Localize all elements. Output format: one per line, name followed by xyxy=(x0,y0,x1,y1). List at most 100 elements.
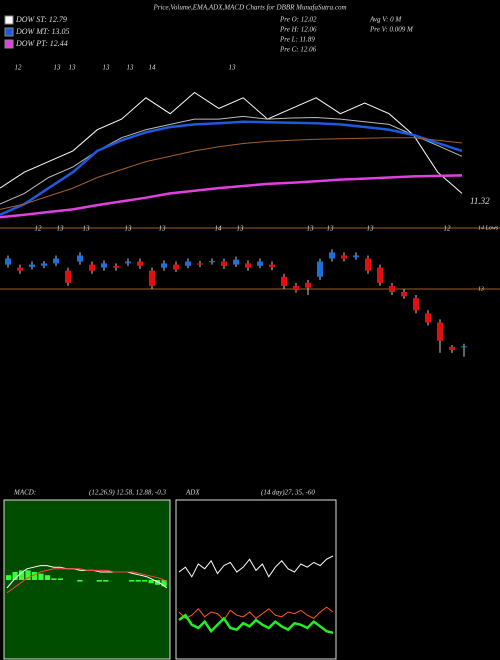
candle-body xyxy=(257,261,263,266)
histogram-bar xyxy=(77,580,83,582)
date-label: 12 xyxy=(35,225,43,233)
histogram-bar xyxy=(38,573,44,580)
info-text: Pre H: 12.06 xyxy=(279,26,317,34)
indicator-params: (14 day)27, 35, -60 xyxy=(261,489,315,497)
candle-body xyxy=(17,267,23,271)
info-text: Pre O: 12.02 xyxy=(279,16,317,24)
histogram-bar xyxy=(129,580,135,582)
candle-body xyxy=(317,261,323,277)
price-line xyxy=(0,174,463,219)
histogram-bar xyxy=(161,580,167,587)
indicator-title: MACD: xyxy=(13,489,36,497)
candle-body xyxy=(221,261,227,266)
candle-body xyxy=(89,264,95,271)
candle-body xyxy=(137,261,143,266)
candle-body xyxy=(101,263,107,268)
date-label: 13 xyxy=(367,225,375,233)
histogram-bar xyxy=(18,570,25,580)
candle-body xyxy=(209,260,215,263)
candle-body xyxy=(377,267,383,283)
candle-body xyxy=(365,258,371,271)
y-tick-label: 13 xyxy=(478,286,484,292)
candle-body xyxy=(401,292,407,297)
price-line xyxy=(0,115,463,205)
candle-body xyxy=(413,298,419,311)
candle-body xyxy=(41,263,47,266)
date-label: 12 xyxy=(15,64,23,72)
info-text: Pre L: 11.89 xyxy=(279,36,315,44)
legend-label: DOW PT: 12.44 xyxy=(15,39,68,48)
candle-body xyxy=(113,265,119,268)
date-label: 13 xyxy=(159,225,167,233)
date-label: 13 xyxy=(307,225,315,233)
histogram-bar xyxy=(6,575,12,580)
y-tick-label: 14 Lows xyxy=(478,224,499,231)
price-line xyxy=(0,120,463,216)
indicator-line xyxy=(178,555,334,578)
date-label: 13 xyxy=(125,225,133,233)
candle-body xyxy=(29,264,35,268)
histogram-bar xyxy=(44,575,51,580)
indicator-panel xyxy=(3,499,171,660)
histogram-bar xyxy=(142,580,148,582)
candle-body xyxy=(341,255,347,259)
date-label: 13 xyxy=(69,64,77,72)
info-text: Avg V: 0 M xyxy=(369,16,402,24)
histogram-bar xyxy=(57,578,64,580)
legend-swatch xyxy=(4,15,14,25)
date-label: 13 xyxy=(327,225,335,233)
histogram-bar xyxy=(103,580,109,582)
candle-body xyxy=(449,346,455,350)
candle-body xyxy=(77,255,83,262)
candle-body xyxy=(149,270,155,286)
legend-swatch xyxy=(4,27,14,37)
histogram-bar xyxy=(25,570,31,580)
candle-body xyxy=(437,322,443,341)
price-line xyxy=(0,91,463,194)
candle-body xyxy=(461,346,467,348)
date-label: 13 xyxy=(103,64,111,72)
page-title: Price,Volume,EMA,ADX,MACD Charts for DBB… xyxy=(152,4,346,12)
histogram-bar xyxy=(12,572,18,580)
indicator-panel xyxy=(175,499,337,660)
candle-body xyxy=(125,261,131,264)
date-label: 13 xyxy=(83,225,91,233)
candle-body xyxy=(353,255,359,258)
candle-body xyxy=(65,270,71,283)
indicator-line xyxy=(6,568,168,594)
candle-body xyxy=(329,252,335,259)
indicator-params: (12,26,9) 12.58, 12.88, -0.3 xyxy=(89,489,166,497)
candle-body xyxy=(269,264,275,268)
candle-body xyxy=(161,263,167,268)
candle-body xyxy=(185,261,191,266)
candle-body xyxy=(53,258,59,264)
date-label: 13 xyxy=(229,64,237,72)
legend-swatch xyxy=(4,39,14,49)
candle-body xyxy=(425,313,431,323)
histogram-bar xyxy=(51,578,57,580)
date-label: 13 xyxy=(57,225,65,233)
candle-body xyxy=(245,263,251,268)
histogram-bar xyxy=(135,580,141,582)
histogram-bar xyxy=(96,580,102,582)
candle-body xyxy=(233,259,239,265)
date-label: 13 xyxy=(54,64,62,72)
date-label: 14 xyxy=(215,225,223,233)
histogram-bar xyxy=(148,580,154,584)
y-tick-label: 11.32 xyxy=(470,196,490,206)
candle-body xyxy=(389,285,395,293)
info-text: Pre C: 12.06 xyxy=(279,46,317,54)
date-label: 13 xyxy=(127,64,135,72)
candle-body xyxy=(197,263,203,265)
candle-body xyxy=(305,282,311,288)
date-label: 14 xyxy=(149,64,157,72)
histogram-bar xyxy=(31,572,38,580)
indicator-line xyxy=(178,613,334,635)
candle-body xyxy=(5,258,11,265)
info-text: Pre V: 0.009 M xyxy=(369,26,414,34)
legend-label: DOW MT: 13.05 xyxy=(15,27,70,36)
price-line xyxy=(0,137,463,210)
candle-body xyxy=(173,264,179,270)
